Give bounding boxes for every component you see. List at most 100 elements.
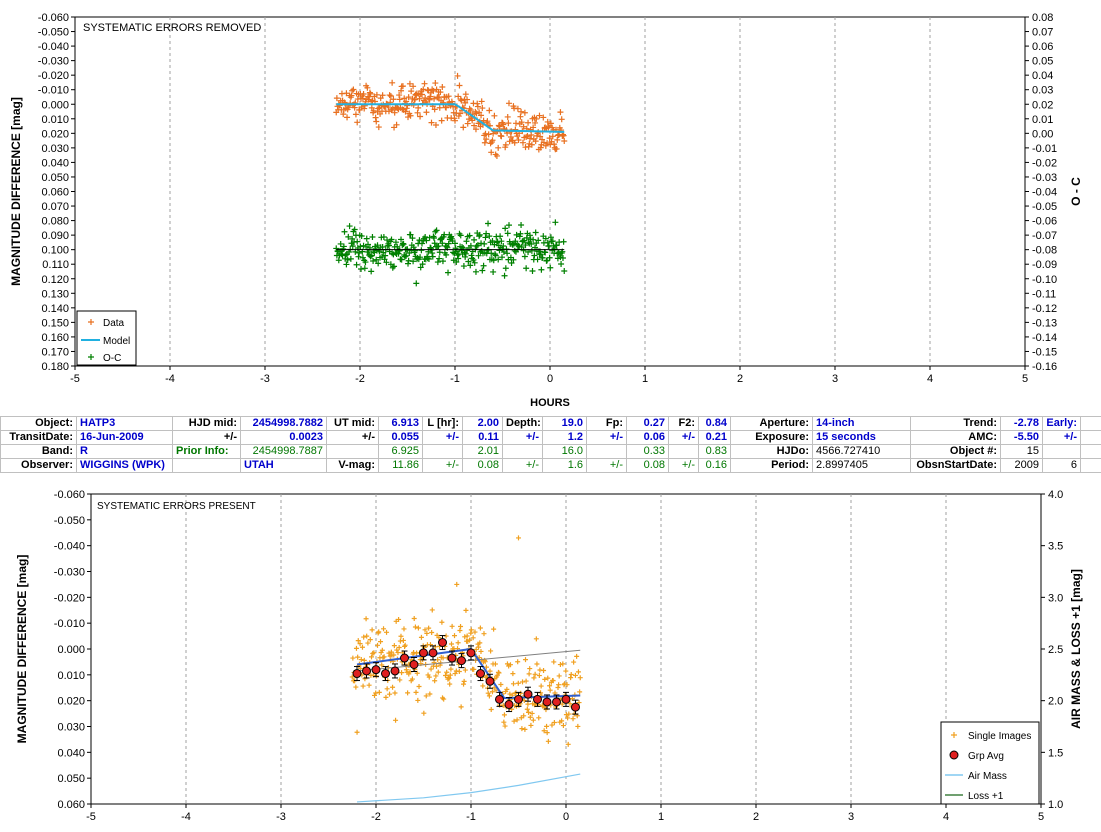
oc-point: [454, 252, 461, 259]
info-cell: 15 seconds: [812, 430, 911, 445]
single-image-point: [471, 666, 477, 672]
data-point: [491, 112, 498, 119]
data-point: [454, 72, 461, 79]
oc-point: [501, 272, 508, 279]
oc-point: [410, 258, 417, 265]
x-tick-label: -3: [276, 811, 286, 823]
single-image-point: [439, 619, 445, 625]
single-image-point: [536, 673, 542, 679]
y-tick-label: -0.030: [38, 56, 69, 68]
y2-tick-label: 0.04: [1032, 70, 1053, 82]
oc-point: [343, 261, 350, 268]
info-cell: +/-: [502, 430, 543, 445]
single-image-point: [357, 641, 363, 647]
info-cell: HJDo:: [730, 444, 813, 459]
oc-point: [368, 268, 375, 275]
oc-point: [521, 253, 528, 260]
data-point: [517, 113, 524, 120]
y-tick-label: 0.050: [57, 773, 85, 785]
data-point: [407, 112, 414, 119]
y-tick-label: -0.030: [54, 567, 85, 579]
single-image-point: [511, 718, 517, 724]
oc-point: [355, 253, 362, 260]
info-cell: 0.83: [698, 444, 731, 459]
single-image-point: [527, 666, 533, 672]
y-tick-label: 0.030: [57, 722, 85, 734]
oc-point: [431, 235, 438, 242]
oc-point: [382, 252, 389, 259]
info-cell: 0.06: [626, 430, 669, 445]
y-tick-label: 0.070: [41, 201, 69, 213]
single-image-point: [402, 642, 408, 648]
single-image-point: [365, 640, 371, 646]
info-cell: TransitDate:: [0, 430, 77, 445]
oc-point: [537, 251, 544, 258]
data-point: [438, 117, 445, 124]
data-point: [484, 118, 491, 125]
single-image-point: [493, 687, 499, 693]
oc-point: [395, 250, 402, 257]
data-point: [431, 95, 438, 102]
oc-point: [530, 236, 537, 243]
info-cell: 0.7: [1080, 416, 1101, 431]
single-image-point: [424, 630, 430, 636]
oc-point: [368, 252, 375, 259]
data-point: [416, 95, 423, 102]
single-image-point: [478, 648, 484, 654]
oc-point: [517, 230, 524, 237]
data-point: [422, 94, 429, 101]
info-cell: +/-: [668, 458, 699, 473]
info-row: Observer: WIGGINS (WPK) UTAH V-mag: 11.86 +/-…: [0, 458, 1101, 473]
grp-avg-point: [571, 702, 580, 712]
data-point: [393, 121, 400, 128]
single-image-point: [416, 683, 422, 689]
oc-point: [470, 256, 477, 263]
data-point: [345, 104, 352, 111]
single-image-point: [477, 625, 483, 631]
info-cell: 16.0: [542, 444, 587, 459]
info-cell: Depth:: [502, 416, 543, 431]
oc-point: [441, 231, 448, 238]
info-cell: [668, 444, 699, 459]
oc-point: [359, 254, 366, 261]
data-point: [467, 107, 474, 114]
x-tick-label: 4: [927, 373, 933, 385]
data-point: [386, 92, 393, 99]
oc-point: [447, 234, 454, 241]
single-image-point: [432, 644, 438, 650]
single-image-point: [409, 676, 415, 682]
data-point: [546, 135, 553, 142]
oc-point: [474, 242, 481, 249]
single-image-point: [433, 673, 439, 679]
x-tick-label: 0: [563, 811, 569, 823]
data-point: [523, 133, 530, 140]
grp-avg-point: [390, 666, 400, 676]
single-image-point: [487, 668, 493, 674]
oc-point: [553, 242, 560, 249]
data-point: [389, 79, 396, 86]
single-image-point: [477, 640, 483, 646]
y2-tick-label: -0.03: [1032, 172, 1057, 184]
y-tick-label: 0.050: [41, 172, 69, 184]
data-point: [495, 144, 502, 151]
oc-point: [496, 247, 503, 254]
single-image-point: [458, 624, 464, 630]
data-point: [520, 123, 527, 130]
single-image-point: [534, 661, 540, 667]
oc-point: [515, 242, 522, 249]
oc-point: [520, 247, 527, 254]
single-image-point: [564, 682, 570, 688]
info-cell: +/-: [326, 430, 379, 445]
data-point: [502, 141, 509, 148]
oc-point: [467, 242, 474, 249]
data-point: [487, 140, 494, 147]
top-series: [333, 72, 568, 287]
data-point: [493, 152, 500, 159]
single-image-point: [575, 669, 581, 675]
info-cell: 4566.727410: [812, 444, 911, 459]
single-image-point: [545, 738, 551, 744]
single-image-point: [363, 616, 369, 622]
data-point: [396, 96, 403, 103]
single-image-point: [355, 654, 361, 660]
oc-point: [529, 267, 536, 274]
